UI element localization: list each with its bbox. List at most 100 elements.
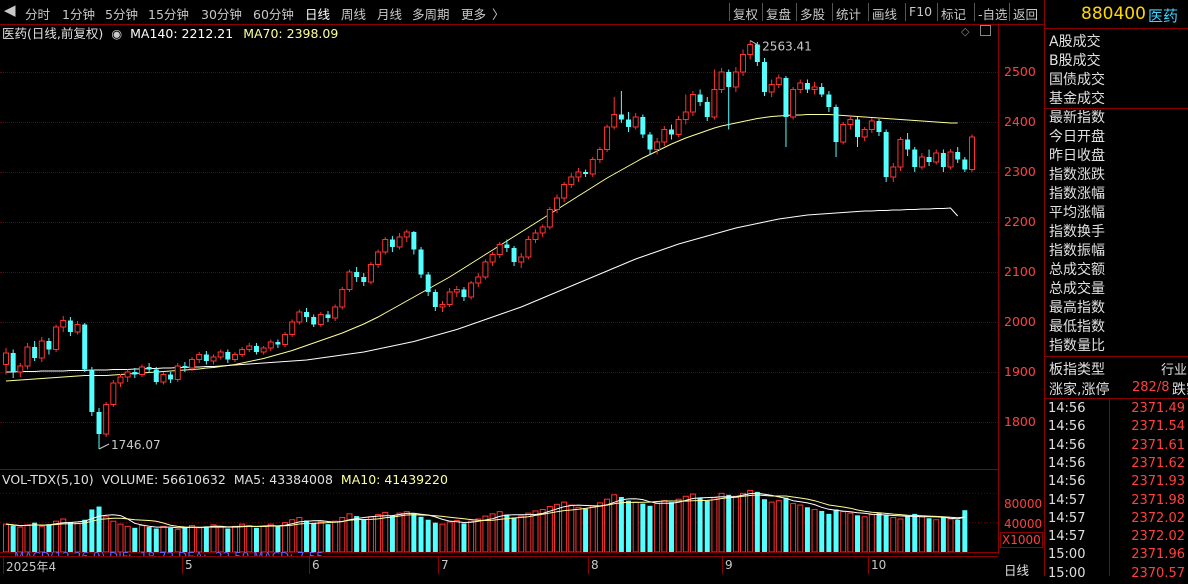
volume-bar[interactable] (626, 500, 632, 552)
candle[interactable] (46, 338, 52, 355)
candle[interactable] (876, 119, 882, 136)
volume-bar[interactable] (861, 516, 868, 552)
candle[interactable] (461, 287, 467, 301)
volume-bar[interactable] (82, 519, 88, 552)
candle[interactable] (168, 372, 174, 383)
volume-bar[interactable] (296, 517, 303, 552)
volume-bar[interactable] (289, 519, 296, 552)
period-tab-4[interactable]: 30分钟 (201, 7, 242, 22)
volume-bar[interactable] (461, 523, 467, 552)
candle[interactable] (89, 367, 95, 416)
volume-bar[interactable] (361, 519, 367, 552)
candle[interactable] (432, 289, 438, 312)
toolbar-button-4[interactable]: 画线 (872, 7, 898, 22)
candle[interactable] (253, 343, 259, 355)
candle[interactable] (325, 311, 331, 322)
volume-bar[interactable] (332, 520, 339, 552)
candle[interactable] (153, 367, 159, 385)
candle[interactable] (918, 153, 925, 170)
candle[interactable] (174, 363, 181, 382)
diamond-icon[interactable]: ◇ (961, 25, 970, 38)
candle[interactable] (425, 272, 431, 296)
period-tab-6[interactable]: 日线 (305, 7, 331, 22)
candle[interactable] (847, 116, 854, 130)
volume-bar[interactable] (640, 503, 646, 552)
candle[interactable] (446, 288, 453, 307)
volume-bar[interactable] (811, 508, 818, 552)
candle[interactable] (626, 112, 632, 132)
candle[interactable] (382, 237, 389, 255)
candle[interactable] (640, 114, 646, 139)
volume-bar[interactable] (32, 522, 38, 552)
volume-bar[interactable] (367, 516, 374, 552)
candle[interactable] (38, 337, 45, 362)
candle[interactable] (10, 349, 16, 379)
candle[interactable] (511, 246, 517, 266)
volume-bar[interactable] (546, 506, 553, 552)
candle[interactable] (826, 91, 832, 112)
volume-bar[interactable] (962, 510, 968, 552)
volume-chart[interactable] (0, 486, 998, 552)
candle[interactable] (926, 149, 932, 167)
candle[interactable] (583, 169, 589, 178)
candle[interactable] (124, 369, 131, 383)
volume-bar[interactable] (239, 523, 246, 552)
volume-bar[interactable] (868, 514, 875, 552)
candle[interactable] (783, 76, 789, 147)
volume-bar[interactable] (3, 523, 9, 552)
candle[interactable] (689, 91, 696, 116)
candle[interactable] (317, 312, 324, 327)
volume-bar[interactable] (475, 518, 482, 552)
volume-bar[interactable] (160, 525, 167, 552)
volume-bar[interactable] (110, 520, 117, 552)
candle[interactable] (24, 343, 31, 370)
candle[interactable] (311, 314, 317, 328)
volume-bar[interactable] (833, 509, 839, 552)
period-tab-10[interactable]: 更多 (461, 7, 487, 22)
volume-bar[interactable] (124, 525, 131, 552)
candle[interactable] (575, 168, 582, 182)
volume-bar[interactable] (267, 523, 274, 552)
volume-bar[interactable] (396, 512, 403, 552)
candle[interactable] (403, 229, 410, 243)
candle[interactable] (239, 347, 246, 357)
volume-bar[interactable] (826, 513, 832, 552)
candle[interactable] (704, 97, 710, 121)
candle[interactable] (231, 352, 238, 362)
volume-bar[interactable] (689, 493, 696, 552)
toolbar-button-3[interactable]: 统计 (836, 7, 862, 22)
candle[interactable] (539, 224, 546, 238)
candle[interactable] (367, 262, 374, 285)
period-tab-8[interactable]: 月线 (377, 7, 403, 22)
candle[interactable] (732, 67, 739, 92)
candle[interactable] (604, 124, 611, 153)
volume-bar[interactable] (933, 519, 940, 552)
volume-bar[interactable] (632, 501, 639, 552)
candlestick-chart[interactable]: 2563.41 1746.07 (0, 40, 998, 470)
candle[interactable] (855, 117, 861, 147)
candle[interactable] (60, 316, 67, 332)
volume-bar[interactable] (432, 522, 438, 552)
volume-bar[interactable] (618, 497, 624, 552)
volume-bar[interactable] (697, 497, 703, 552)
volume-bar[interactable] (53, 520, 60, 552)
period-tab-1[interactable]: 1分钟 (62, 7, 95, 22)
candle[interactable] (282, 332, 289, 347)
volume-bar[interactable] (311, 523, 317, 552)
candle[interactable] (3, 348, 9, 375)
period-tab-day[interactable]: 日线 (1004, 563, 1030, 578)
toolbar-button-8[interactable]: 返回 (1013, 7, 1039, 22)
volume-bar[interactable] (253, 527, 259, 552)
volume-bar[interactable] (196, 527, 203, 552)
volume-bar[interactable] (726, 494, 732, 552)
candle[interactable] (289, 319, 296, 338)
volume-bar[interactable] (225, 528, 231, 552)
candle[interactable] (146, 363, 152, 373)
volume-bar[interactable] (797, 504, 804, 552)
candle[interactable] (260, 346, 267, 355)
candle[interactable] (96, 408, 102, 449)
volume-bar[interactable] (60, 518, 67, 552)
volume-bar[interactable] (511, 517, 517, 552)
candle[interactable] (632, 113, 639, 130)
candle[interactable] (132, 368, 138, 378)
